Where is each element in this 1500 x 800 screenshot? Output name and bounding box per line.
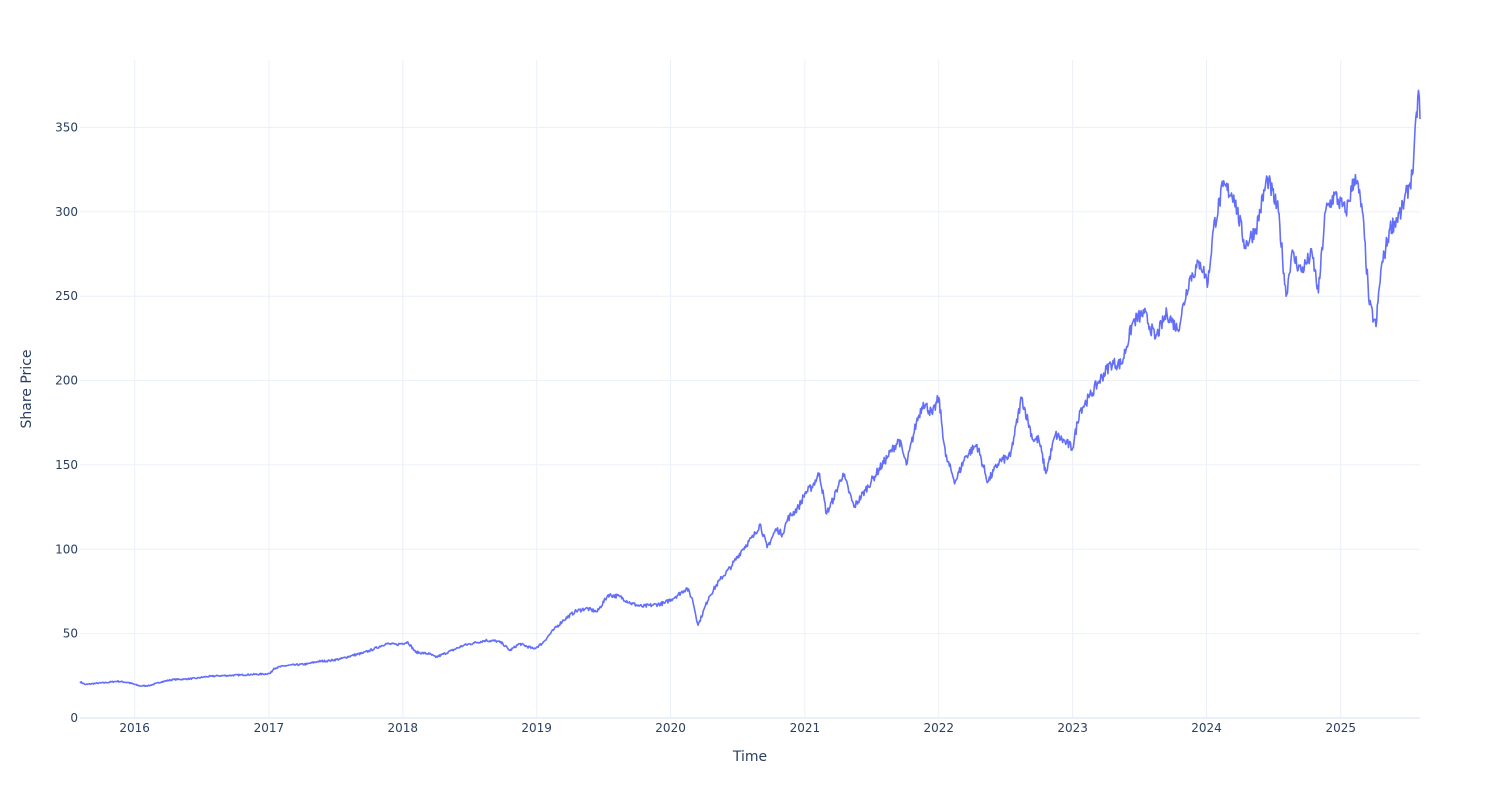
y-axis-title: Share Price xyxy=(19,349,35,428)
x-tick-label: 2018 xyxy=(388,721,419,735)
x-axis-title: Time xyxy=(732,749,767,765)
x-tick-label: 2023 xyxy=(1057,721,1088,735)
x-tick-label: 2017 xyxy=(254,721,285,735)
x-tick-label: 2024 xyxy=(1191,721,1222,735)
y-tick-label: 150 xyxy=(55,458,78,472)
y-tick-label: 350 xyxy=(55,120,78,134)
y-axis-ticks: 0 50 100 150 200 250 300 350 xyxy=(55,120,78,725)
x-tick-label: 2025 xyxy=(1325,721,1356,735)
x-tick-label: 2016 xyxy=(119,721,150,735)
y-tick-label: 200 xyxy=(55,374,78,388)
y-tick-label: 0 xyxy=(70,711,78,725)
y-tick-label: 50 xyxy=(63,627,78,641)
y-tick-label: 100 xyxy=(55,542,78,556)
y-tick-label: 250 xyxy=(55,289,78,303)
series-layer xyxy=(79,89,1421,687)
x-tick-label: 2022 xyxy=(923,721,954,735)
gridlines xyxy=(80,60,1420,719)
x-tick-label: 2019 xyxy=(521,721,552,735)
share-price-series-line xyxy=(79,89,1421,687)
x-tick-label: 2020 xyxy=(655,721,686,735)
x-axis-ticks: 2016 2017 2018 2019 2020 2021 2022 2023 2024 2025 xyxy=(119,721,1356,735)
x-tick-label: 2021 xyxy=(790,721,821,735)
y-tick-label: 300 xyxy=(55,205,78,219)
